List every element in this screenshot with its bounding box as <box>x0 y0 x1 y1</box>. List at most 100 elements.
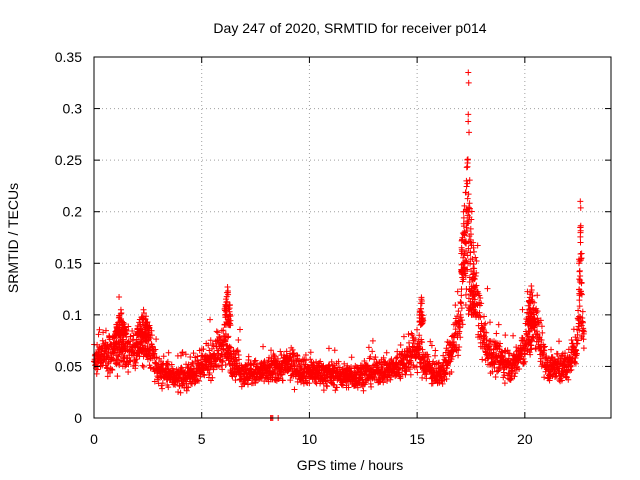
data-point <box>581 328 588 335</box>
data-point <box>524 309 531 316</box>
data-point <box>115 353 122 360</box>
data-point <box>201 372 208 379</box>
data-point <box>526 294 533 301</box>
data-point <box>307 349 314 356</box>
data-point <box>531 319 538 326</box>
data-point <box>541 343 548 350</box>
data-point <box>331 347 338 354</box>
data-point <box>573 350 580 357</box>
data-point <box>526 297 533 304</box>
data-point <box>136 319 143 326</box>
data-point <box>222 362 229 369</box>
data-point <box>530 305 537 312</box>
data-point <box>579 308 586 315</box>
data-point <box>348 354 355 361</box>
data-point <box>267 364 274 371</box>
data-point <box>539 329 546 336</box>
data-point <box>425 353 432 360</box>
data-point <box>492 373 499 380</box>
data-point <box>463 164 470 171</box>
data-point <box>95 331 102 338</box>
data-point <box>427 338 434 345</box>
data-point <box>345 384 352 391</box>
data-point <box>115 324 122 331</box>
data-point <box>361 357 368 364</box>
data-point <box>534 328 541 335</box>
data-point <box>528 286 535 293</box>
y-tick-label: 0.1 <box>63 307 83 323</box>
data-point <box>534 292 541 299</box>
data-point <box>516 365 523 372</box>
data-point <box>530 334 537 341</box>
data-point <box>179 349 186 356</box>
data-point <box>137 325 144 332</box>
data-point <box>224 287 231 294</box>
data-point <box>226 308 233 315</box>
data-point <box>414 326 421 333</box>
data-point <box>546 377 553 384</box>
data-point <box>428 342 435 349</box>
data-point <box>324 383 331 390</box>
data-point <box>371 374 378 381</box>
data-point <box>394 354 401 361</box>
data-point <box>160 353 167 360</box>
data-point <box>472 291 479 298</box>
data-point <box>454 288 461 295</box>
data-point <box>442 370 449 377</box>
data-point <box>501 372 508 379</box>
data-point <box>440 352 447 359</box>
data-point <box>463 183 470 190</box>
data-point <box>467 249 474 256</box>
data-point <box>251 358 258 365</box>
data-point <box>556 376 563 383</box>
data-point <box>227 344 234 351</box>
data-point <box>387 376 394 383</box>
x-tick-label: 5 <box>198 431 206 447</box>
data-point <box>577 250 584 257</box>
data-point <box>277 348 284 355</box>
data-point <box>495 321 502 328</box>
y-tick-label: 0.3 <box>63 101 83 117</box>
data-point <box>108 366 115 373</box>
x-tick-label: 20 <box>517 431 533 447</box>
data-point <box>578 322 585 329</box>
data-point <box>116 294 123 301</box>
data-point <box>524 333 531 340</box>
data-point <box>261 378 268 385</box>
data-point <box>456 328 463 335</box>
data-point <box>464 156 471 163</box>
data-point <box>435 360 442 367</box>
data-point <box>458 292 465 299</box>
data-point <box>402 363 409 370</box>
data-point <box>102 327 109 334</box>
y-tick-label: 0.35 <box>55 49 82 65</box>
data-point <box>222 305 229 312</box>
data-point <box>538 336 545 343</box>
data-point <box>562 350 569 357</box>
data-point <box>200 371 207 378</box>
data-point <box>227 312 234 319</box>
data-point <box>466 129 473 136</box>
y-tick-label: 0.15 <box>55 255 82 271</box>
data-point <box>466 177 473 184</box>
x-tick-label: 0 <box>90 431 98 447</box>
data-point <box>537 317 544 324</box>
data-point <box>482 320 489 327</box>
data-point <box>209 345 216 352</box>
data-point <box>183 387 190 394</box>
data-point <box>568 366 575 373</box>
data-point <box>521 358 528 365</box>
data-point <box>93 370 100 377</box>
data-point <box>538 323 545 330</box>
data-point <box>460 223 467 230</box>
data-point <box>224 320 231 327</box>
chart-title: Day 247 of 2020, SRMTID for receiver p01… <box>213 20 486 36</box>
data-point <box>206 370 213 377</box>
data-point <box>402 371 409 378</box>
data-point <box>99 337 106 344</box>
data-point <box>175 388 182 395</box>
data-point <box>459 321 466 328</box>
data-point <box>548 346 555 353</box>
data-point <box>407 371 414 378</box>
